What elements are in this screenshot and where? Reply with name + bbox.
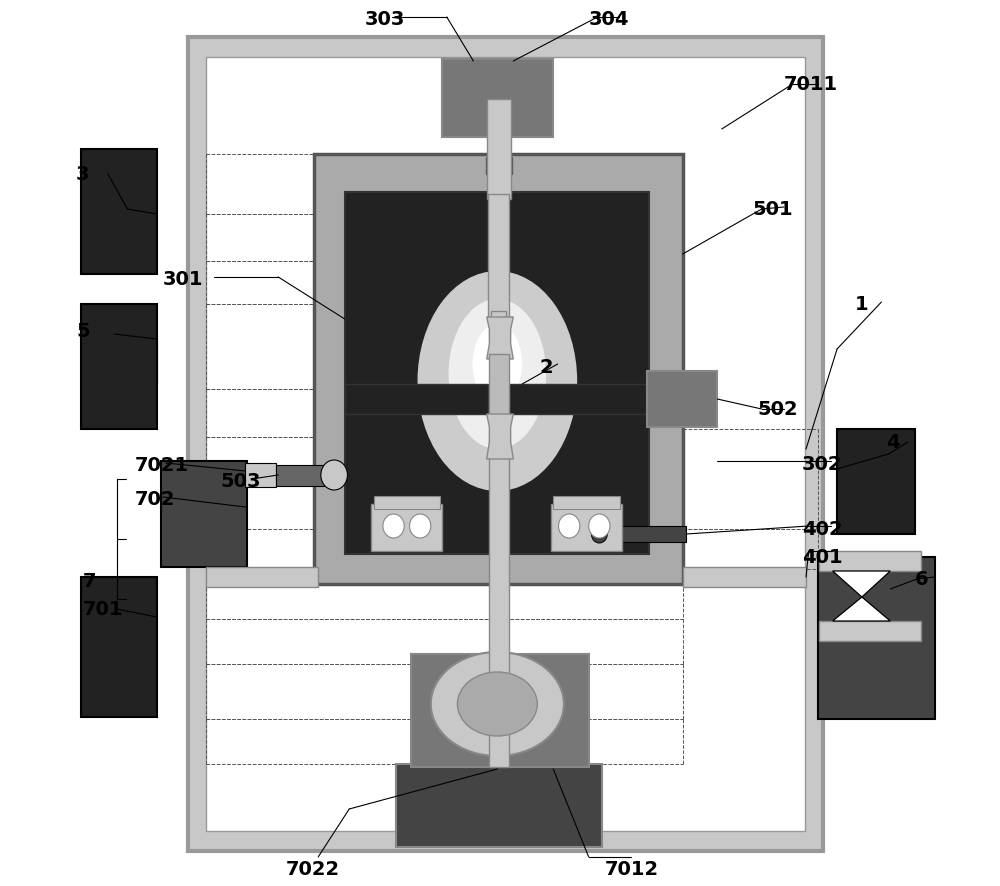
Bar bbox=[551, 504, 622, 551]
Text: 702: 702 bbox=[135, 489, 175, 509]
Text: 501: 501 bbox=[753, 199, 793, 219]
Bar bbox=[819, 621, 921, 641]
Text: 5: 5 bbox=[76, 322, 90, 340]
Text: 7022: 7022 bbox=[285, 859, 339, 878]
Ellipse shape bbox=[321, 461, 347, 491]
Bar bbox=[81, 305, 157, 430]
Bar bbox=[411, 654, 589, 767]
Bar bbox=[596, 526, 686, 542]
Polygon shape bbox=[833, 597, 890, 621]
Polygon shape bbox=[487, 415, 513, 460]
Bar bbox=[486, 158, 512, 175]
Text: 7012: 7012 bbox=[605, 859, 659, 878]
Bar bbox=[837, 430, 915, 534]
Ellipse shape bbox=[383, 515, 404, 539]
Text: 502: 502 bbox=[757, 400, 798, 418]
Ellipse shape bbox=[473, 324, 522, 405]
Bar bbox=[81, 578, 157, 717]
Text: 6: 6 bbox=[915, 570, 929, 588]
Ellipse shape bbox=[589, 515, 610, 539]
Text: 7021: 7021 bbox=[135, 455, 189, 475]
Text: 2: 2 bbox=[540, 358, 554, 377]
Bar bbox=[345, 385, 488, 415]
Ellipse shape bbox=[591, 525, 607, 543]
Bar bbox=[819, 551, 921, 571]
Text: 7: 7 bbox=[83, 571, 97, 590]
Bar bbox=[488, 136, 510, 162]
Bar bbox=[188, 38, 823, 851]
Text: 402: 402 bbox=[802, 519, 842, 539]
Bar bbox=[491, 312, 506, 409]
Polygon shape bbox=[833, 571, 890, 597]
Bar bbox=[488, 195, 509, 320]
Bar bbox=[489, 354, 509, 420]
Text: 302: 302 bbox=[802, 455, 842, 473]
Text: 1: 1 bbox=[855, 295, 868, 314]
Bar bbox=[276, 465, 324, 486]
Text: 503: 503 bbox=[221, 471, 261, 491]
Bar bbox=[442, 60, 553, 138]
Text: 303: 303 bbox=[365, 10, 406, 29]
Ellipse shape bbox=[418, 272, 577, 492]
Bar bbox=[396, 764, 602, 847]
Bar bbox=[81, 150, 157, 275]
Bar bbox=[683, 567, 806, 587]
Bar bbox=[371, 504, 442, 551]
Bar bbox=[206, 58, 805, 831]
Bar bbox=[345, 193, 649, 555]
Ellipse shape bbox=[559, 515, 580, 539]
Bar bbox=[161, 462, 247, 567]
Ellipse shape bbox=[457, 672, 537, 736]
Polygon shape bbox=[487, 318, 513, 360]
Ellipse shape bbox=[431, 652, 564, 756]
Bar bbox=[314, 155, 683, 585]
Text: 3: 3 bbox=[76, 165, 90, 183]
Bar bbox=[818, 557, 935, 719]
Ellipse shape bbox=[410, 515, 431, 539]
Bar bbox=[245, 463, 276, 487]
Text: 4: 4 bbox=[886, 432, 899, 452]
Bar bbox=[553, 496, 620, 509]
Text: 7011: 7011 bbox=[784, 75, 838, 94]
Bar bbox=[374, 496, 440, 509]
Text: 701: 701 bbox=[83, 599, 124, 618]
Bar bbox=[206, 567, 318, 587]
Bar bbox=[487, 100, 511, 199]
Text: 401: 401 bbox=[802, 548, 842, 566]
Text: 301: 301 bbox=[163, 269, 203, 289]
Bar bbox=[647, 371, 717, 428]
Text: 304: 304 bbox=[589, 10, 629, 29]
Bar bbox=[509, 385, 649, 415]
Bar bbox=[489, 455, 509, 767]
Ellipse shape bbox=[449, 299, 546, 449]
